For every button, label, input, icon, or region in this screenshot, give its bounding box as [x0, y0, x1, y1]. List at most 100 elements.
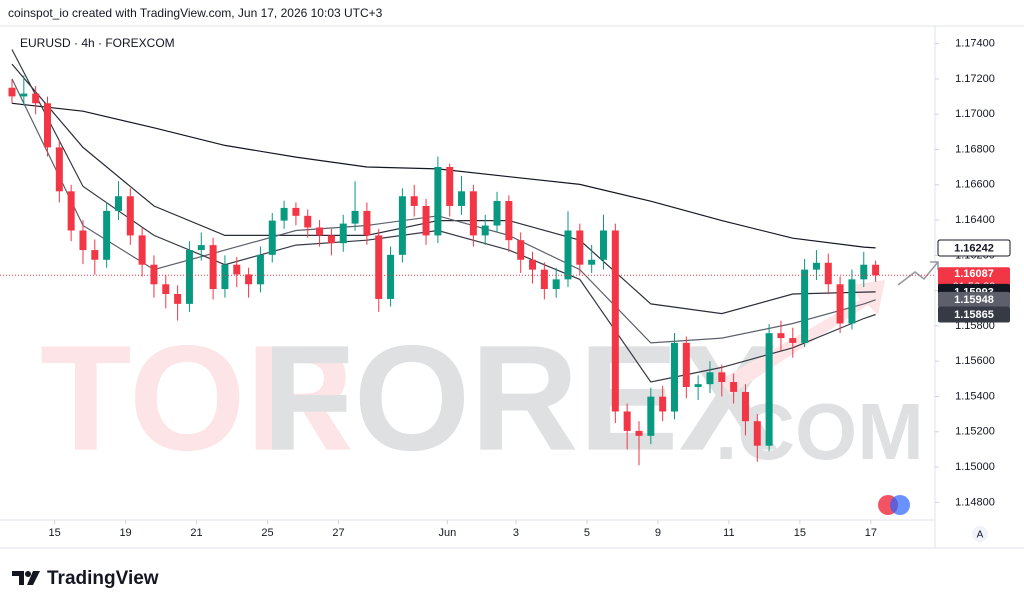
candle-body: [103, 210, 111, 260]
candle-body: [576, 230, 584, 265]
candle-body: [753, 421, 761, 446]
candle-body: [304, 215, 312, 228]
ma-tag-label: 1.15865: [954, 309, 994, 321]
candle-body: [292, 207, 300, 216]
candle-body: [635, 430, 643, 436]
candle-body: [185, 250, 193, 304]
candle-body: [8, 87, 16, 97]
logo-shape: [25, 571, 31, 577]
ma-tag: [938, 306, 1010, 323]
candle-body: [55, 147, 63, 192]
x-tick-label: 17: [865, 527, 877, 539]
candle-body: [363, 210, 371, 236]
candle-body: [410, 196, 418, 206]
watermark-text: .COM: [715, 387, 924, 476]
plot: [8, 49, 880, 466]
candle-body: [564, 230, 572, 280]
logo-shape: [12, 571, 24, 585]
x-tick-label: 3: [513, 527, 519, 539]
candle-body: [505, 201, 513, 241]
candle-body: [67, 191, 75, 231]
watermark-text: TOR: [40, 314, 354, 482]
symbol-title: EURUSD · 4h · FOREXCOM: [20, 36, 175, 50]
last-price-label: 1.16087: [954, 268, 994, 280]
candle-body: [150, 264, 158, 285]
logo-shape: [27, 571, 40, 585]
candle-body: [611, 230, 619, 412]
candle-body: [138, 235, 146, 265]
ma-tag-label: 1.15948: [954, 294, 994, 306]
x-tick-label: 11: [723, 527, 734, 539]
y-tick-label: 1.17400: [955, 38, 995, 50]
candle-body: [718, 372, 726, 383]
candle-body: [316, 227, 324, 236]
candle-body: [824, 262, 832, 285]
candle-body: [351, 210, 359, 224]
candle-body: [848, 279, 856, 324]
candle-body: [789, 338, 797, 343]
y-tick-label: 1.16800: [955, 143, 995, 155]
candle-body: [682, 342, 690, 387]
candle-body: [801, 269, 809, 343]
y-tick-label: 1.17000: [955, 108, 995, 120]
candle-body: [552, 279, 560, 290]
candle-body: [126, 196, 134, 236]
event-icon[interactable]: [890, 495, 910, 515]
candle-body: [162, 284, 170, 294]
candle-body: [706, 372, 714, 385]
y-tick-label: 1.17200: [955, 73, 995, 85]
x-tick-label: 25: [261, 527, 273, 539]
candle-body: [43, 103, 51, 148]
candle-body: [517, 240, 525, 260]
ma-tag-label: 1.16242: [954, 242, 994, 254]
candle-body: [233, 264, 241, 275]
candle-body: [469, 191, 477, 236]
candle-body: [434, 166, 442, 236]
candle-body: [493, 201, 501, 226]
candle-body: [221, 264, 229, 290]
y-tick-label: 1.15200: [955, 426, 995, 438]
candle-body: [812, 262, 820, 270]
auto-label[interactable]: A: [977, 530, 984, 541]
candle-body: [209, 245, 217, 290]
x-tick-label: 19: [119, 527, 131, 539]
candle-body: [91, 250, 99, 260]
candle-body: [339, 223, 347, 244]
y-tick-label: 1.15800: [955, 320, 995, 332]
candle-body: [256, 254, 264, 285]
candle-body: [765, 333, 773, 446]
candle-body: [446, 166, 454, 206]
moving-average: [11, 102, 876, 249]
candle-body: [730, 382, 738, 392]
candle-body: [245, 274, 253, 285]
candle-body: [670, 342, 678, 412]
candle-body: [623, 411, 631, 431]
moving-average: [11, 63, 876, 315]
x-tick-label: Jun: [438, 527, 456, 539]
x-tick-label: 27: [332, 527, 344, 539]
y-tick-label: 1.16400: [955, 214, 995, 226]
candle-body: [588, 259, 596, 265]
watermark-text: FOREX: [262, 314, 779, 482]
candle-body: [114, 196, 122, 211]
auto-button[interactable]: [972, 526, 988, 542]
candle-body: [79, 230, 87, 251]
candle-body: [327, 235, 335, 244]
candle-body: [20, 93, 28, 97]
candle-body: [398, 196, 406, 255]
candle-body: [375, 235, 383, 299]
candle-body: [694, 384, 702, 387]
candle-body: [836, 284, 844, 324]
candle-body: [32, 93, 40, 104]
x-tick-label: 9: [655, 527, 661, 539]
ma-tag: [938, 291, 1010, 308]
x-tick-label: 5: [584, 527, 590, 539]
candle-body: [872, 264, 880, 276]
watermark: TOR FOREX .COM: [40, 280, 924, 482]
brand: TradingView: [47, 568, 159, 589]
candle-body: [387, 254, 395, 299]
moving-average: [11, 78, 876, 344]
scroll-arrow[interactable]: [897, 261, 939, 286]
credit: coinspot_io created with TradingView.com…: [8, 6, 383, 20]
